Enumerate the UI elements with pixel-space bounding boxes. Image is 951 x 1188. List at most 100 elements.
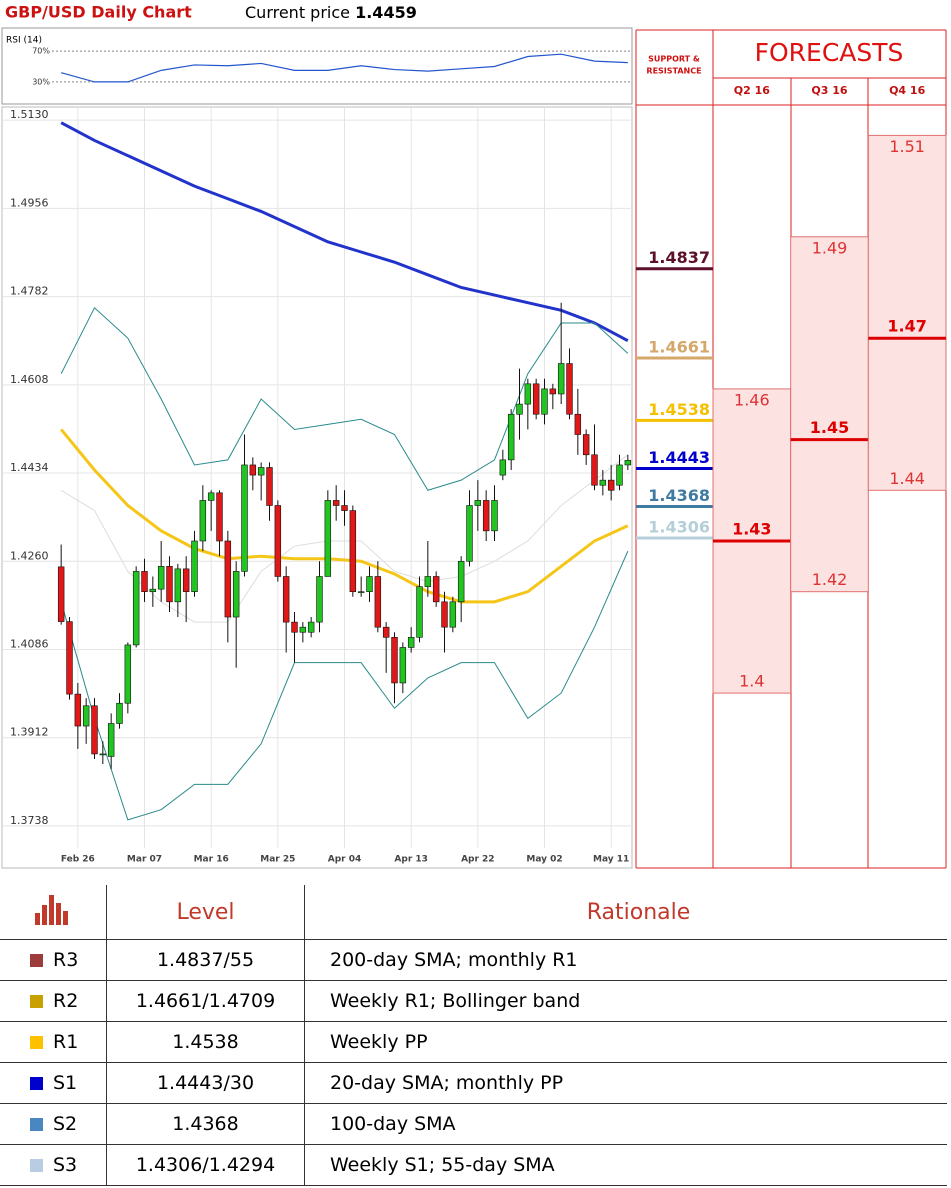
- candle-body: [91, 705, 98, 755]
- candle-body: [132, 571, 140, 646]
- level-name-cell: R1: [0, 1021, 107, 1063]
- candle-body: [216, 492, 223, 542]
- level-name-cell: S3: [0, 1144, 107, 1186]
- candle-body: [441, 601, 448, 628]
- x-tick-label: May 02: [526, 855, 562, 865]
- candle-body: [499, 459, 507, 476]
- sr-label: 1.4368: [648, 486, 710, 505]
- candle-body: [66, 621, 73, 695]
- level-name-cell: R3: [0, 939, 107, 981]
- forecast-low: 1.44: [889, 469, 925, 488]
- candle-body: [182, 568, 190, 592]
- y-tick-label: 1.4260: [10, 549, 49, 562]
- candle-body: [491, 500, 498, 532]
- indicator-line: [60, 306, 629, 491]
- level-name-cell: S2: [0, 1103, 107, 1145]
- level-value: 1.4306/1.4294: [106, 1144, 305, 1186]
- candle-body: [316, 576, 323, 623]
- candle-body: [232, 571, 240, 618]
- candle-body: [366, 576, 373, 592]
- table-row: R1 1.4538 Weekly PP: [0, 1021, 947, 1063]
- indicator-line: [60, 454, 629, 623]
- chart: GBP/USD Daily Chart Current price 1.4459…: [1, 3, 947, 869]
- candle-body: [541, 388, 548, 415]
- candle-body: [274, 505, 282, 577]
- sr-label: 1.4538: [648, 400, 710, 419]
- x-tick-label: Feb 26: [61, 855, 95, 865]
- candle-body: [141, 571, 148, 592]
- level-value: 1.4443/30: [106, 1062, 305, 1104]
- y-tick-label: 1.5130: [10, 108, 49, 121]
- level-value: 1.4538: [106, 1021, 305, 1063]
- price-frame: [1, 106, 633, 869]
- candle-body: [566, 363, 573, 415]
- icon-cell: [0, 885, 107, 940]
- rsi-line: [61, 53, 628, 83]
- candle-body: [174, 568, 182, 603]
- candle-body: [516, 403, 523, 415]
- rationale: Weekly S1; 55-day SMA: [304, 1144, 947, 1186]
- candle-body: [432, 576, 440, 603]
- candle-body: [266, 467, 273, 506]
- x-tick-label: May 11: [593, 855, 629, 865]
- quarter-label: Q3 16: [811, 84, 847, 97]
- table-row: S2 1.4368 100-day SMA: [0, 1103, 947, 1145]
- price-label: Current price 1.4459: [245, 3, 417, 22]
- x-tick-label: Apr 22: [461, 855, 495, 865]
- level-swatch: [30, 1077, 43, 1090]
- candle-body: [107, 723, 115, 757]
- x-tick-label: Apr 04: [328, 855, 362, 865]
- rationale: 20-day SMA; monthly PP: [304, 1062, 947, 1104]
- forecast-title: FORECASTS: [755, 38, 904, 67]
- rsi-tick-label: 30%: [32, 77, 50, 86]
- x-tick-label: Mar 25: [260, 855, 295, 865]
- indicator-line: [60, 121, 629, 343]
- level-name: S3: [53, 1154, 78, 1176]
- y-tick-label: 1.3912: [10, 726, 49, 739]
- candle-body: [349, 510, 357, 592]
- level-name: S2: [53, 1113, 78, 1135]
- forecast-range: [790, 236, 869, 593]
- level-swatch: [30, 995, 43, 1008]
- candle-body: [482, 500, 490, 532]
- level-value: 1.4661/1.4709: [106, 980, 305, 1022]
- candle-body: [457, 560, 465, 603]
- rsi-title: RSI (14): [6, 36, 42, 46]
- candle-body: [557, 363, 565, 395]
- candle-body: [257, 467, 265, 476]
- candle-body: [166, 566, 173, 603]
- levels-table: Level Rationale R3 1.4837/55 200-day SMA; …: [0, 885, 947, 1186]
- candle-body: [549, 388, 557, 395]
- candle-body: [124, 644, 132, 704]
- level-name: S1: [53, 1072, 78, 1094]
- candle-body: [291, 621, 298, 633]
- level-swatch: [30, 954, 43, 967]
- table-row: R2 1.4661/1.4709 Weekly R1; Bollinger band: [0, 980, 947, 1022]
- candle-body: [307, 621, 315, 633]
- level-swatch: [30, 1036, 43, 1049]
- candle-body: [374, 576, 382, 628]
- candle-body: [474, 500, 482, 506]
- forecast-value: 1.45: [810, 418, 849, 437]
- candle-body: [407, 637, 415, 648]
- chart-title: GBP/USD Daily Chart: [5, 3, 192, 22]
- table-row: S3 1.4306/1.4294 Weekly S1; 55-day SMA: [0, 1144, 947, 1186]
- level-name: R1: [53, 1031, 79, 1053]
- forecast-value: 1.47: [887, 317, 926, 336]
- x-tick-label: Mar 16: [194, 855, 229, 865]
- forecast-value: 1.43: [732, 519, 771, 538]
- candle-body: [582, 434, 590, 456]
- sr-label: 1.4443: [648, 448, 710, 467]
- header-row: Level Rationale: [0, 885, 947, 940]
- candle-body: [116, 702, 123, 724]
- candle-body: [449, 601, 457, 628]
- y-tick-label: 1.4434: [10, 461, 49, 474]
- forecast-range: [867, 134, 947, 491]
- candle-body: [282, 576, 290, 623]
- candle-body: [157, 566, 165, 590]
- candle-body: [191, 540, 198, 592]
- y-tick-label: 1.4782: [10, 285, 49, 298]
- candle-body: [207, 492, 215, 501]
- level-swatch: [30, 1118, 43, 1131]
- candle-body: [332, 500, 340, 506]
